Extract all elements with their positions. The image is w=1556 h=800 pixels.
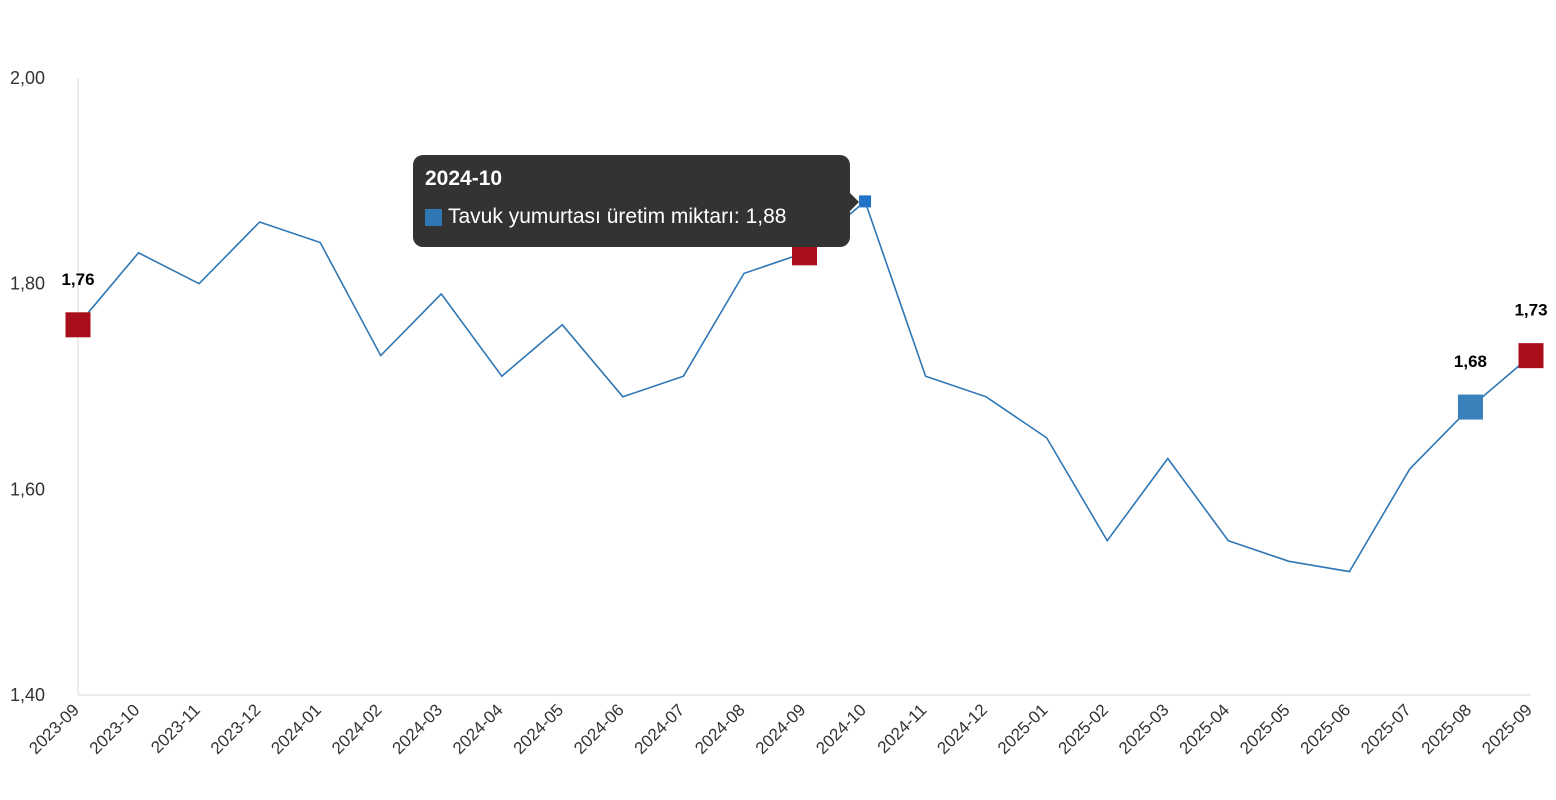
data-labels: 1,761,831,681,73	[61, 198, 1547, 371]
tooltip-series-swatch	[425, 208, 442, 226]
x-tick-label: 2025-05	[1236, 700, 1294, 758]
x-tick-label: 2023-12	[207, 700, 265, 758]
tooltip-title: 2024-10	[425, 167, 503, 190]
chart-axes	[77, 78, 1531, 696]
data-label: 1,68	[1454, 352, 1487, 371]
x-tick-label: 2025-03	[1115, 700, 1173, 758]
point-marker[interactable]	[1457, 394, 1483, 420]
x-tick-label: 2024-05	[510, 700, 568, 758]
x-tick-label: 2023-10	[86, 700, 144, 758]
x-tick-label: 2025-01	[994, 700, 1052, 758]
x-tick-label: 2025-09	[1478, 700, 1536, 758]
chart-tooltip: 2024-10 Tavuk yumurtası üretim miktarı: …	[413, 155, 859, 247]
point-marker[interactable]	[1518, 343, 1544, 369]
x-tick-label: 2025-02	[1054, 700, 1112, 758]
x-tick-label: 2025-04	[1176, 700, 1234, 758]
x-axis-ticks: 2023-09 2023-10 2023-11 2023-12 2024-01 2024-…	[25, 700, 1536, 758]
x-tick-label: 2024-04	[449, 700, 507, 758]
x-tick-label: 2024-01	[267, 700, 325, 758]
y-tick-label: 1,60	[10, 479, 45, 499]
tooltip-value: 1,88	[745, 205, 787, 228]
tooltip-series-label: Tavuk yumurtası üretim miktarı	[448, 205, 734, 228]
y-tick-label: 1,80	[10, 274, 45, 294]
x-tick-label: 2023-11	[147, 700, 204, 757]
tooltip-separator: :	[733, 205, 746, 228]
point-markers	[65, 195, 1544, 420]
x-tick-label: 2024-10	[812, 700, 870, 758]
x-tick-label: 2025-06	[1297, 700, 1355, 758]
x-tick-label: 2024-03	[389, 700, 447, 758]
x-tick-label: 2025-07	[1357, 700, 1415, 758]
x-tick-label: 2024-07	[631, 700, 689, 758]
x-tick-label: 2024-02	[328, 700, 386, 758]
y-tick-label: 2,00	[10, 68, 45, 88]
x-tick-label: 2024-06	[570, 700, 628, 758]
y-tick-label: 1,40	[10, 685, 45, 705]
y-axis-ticks: 1,40 1,60 1,80 2,00	[10, 68, 45, 705]
tooltip-row: Tavuk yumurtası üretim miktarı: 1,88	[425, 205, 838, 229]
x-tick-label: 2024-09	[752, 700, 810, 758]
x-tick-label: 2024-08	[691, 700, 749, 758]
x-tick-label: 2023-09	[25, 700, 83, 758]
hover-point-marker[interactable]	[859, 195, 872, 208]
data-label: 1,73	[1514, 301, 1547, 320]
point-marker[interactable]	[65, 312, 91, 338]
x-tick-label: 2025-08	[1418, 700, 1476, 758]
x-tick-label: 2024-12	[933, 700, 991, 758]
x-tick-label: 2024-11	[874, 700, 931, 757]
data-label: 1,76	[61, 270, 94, 289]
